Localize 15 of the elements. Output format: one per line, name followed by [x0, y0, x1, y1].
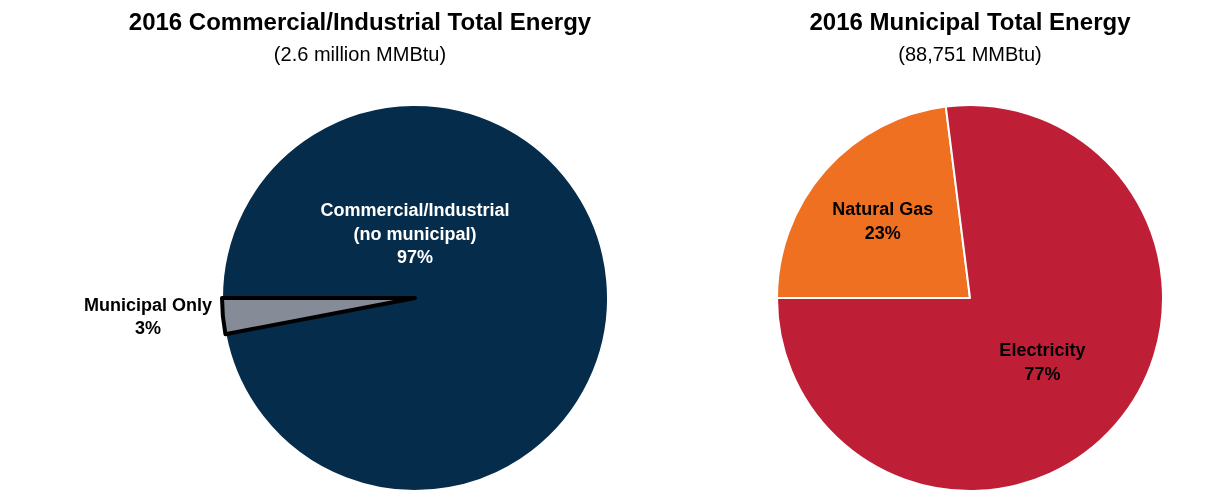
chart-title: 2016 Commercial/Industrial Total Energy — [128, 8, 592, 36]
data-label: 97% — [396, 247, 434, 268]
data-label: 23% — [864, 222, 901, 243]
slice-label: Natural Gas — [832, 199, 934, 220]
chart-subtitle: (2.6 million MMBtu) — [273, 43, 447, 66]
slice-label: Municipal Only — [83, 294, 213, 315]
slice-label: Commercial/Industrial (no municipal) — [320, 200, 510, 244]
chart-title: 2016 Municipal Total Energy — [809, 8, 1132, 36]
pie-slice — [220, 296, 417, 337]
chart-subtitle: (88,751 MMBtu) — [898, 43, 1042, 66]
pie-slice — [221, 104, 609, 492]
data-label: 77% — [1024, 363, 1061, 384]
slice-label: Electricity — [999, 340, 1086, 361]
data-label: 3% — [134, 318, 162, 339]
pie-slice — [776, 104, 1164, 492]
